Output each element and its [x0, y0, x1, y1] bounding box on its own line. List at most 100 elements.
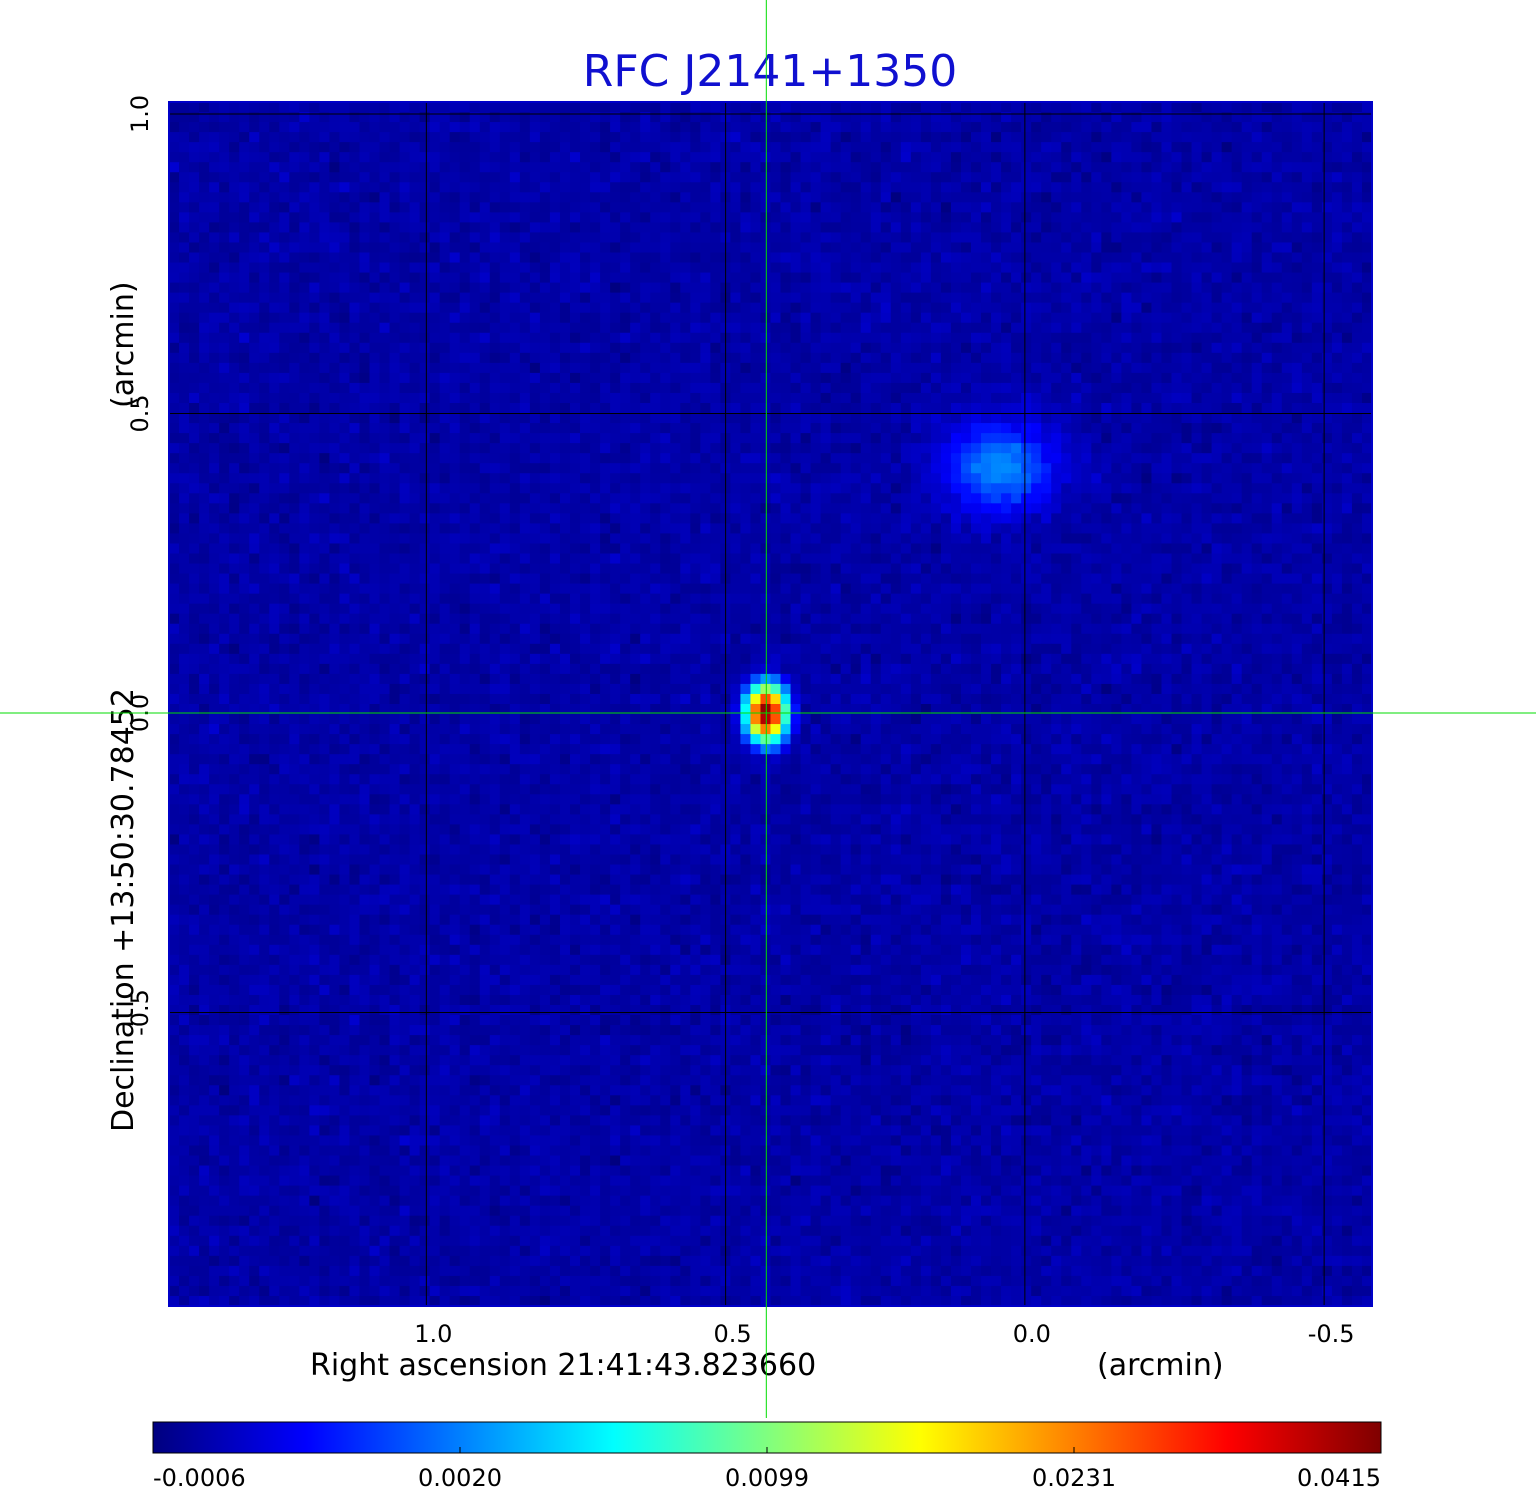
heatmap-pixel: [169, 282, 180, 294]
heatmap-pixel: [189, 473, 200, 484]
heatmap-pixel: [1001, 312, 1012, 324]
heatmap-pixel: [1301, 142, 1313, 153]
heatmap-pixel: [439, 312, 451, 324]
heatmap-pixel: [299, 222, 310, 234]
heatmap-pixel: [670, 132, 681, 143]
heatmap-pixel: [289, 483, 300, 494]
heatmap-pixel: [519, 242, 531, 254]
heatmap-pixel: [1011, 413, 1022, 424]
heatmap-pixel: [600, 493, 611, 504]
heatmap-pixel: [820, 172, 832, 183]
heatmap-pixel: [1091, 262, 1102, 274]
heatmap-pixel: [790, 413, 802, 424]
heatmap-pixel: [1351, 433, 1363, 444]
heatmap-pixel: [910, 423, 922, 434]
heatmap-pixel: [850, 252, 862, 264]
heatmap-pixel: [740, 232, 752, 244]
heatmap-pixel: [269, 473, 280, 484]
heatmap-pixel: [379, 392, 391, 404]
heatmap-pixel: [650, 232, 661, 244]
heatmap-pixel: [971, 132, 982, 143]
heatmap-pixel: [1341, 392, 1353, 404]
heatmap-pixel: [650, 292, 661, 304]
heatmap-pixel: [1161, 443, 1173, 454]
heatmap-pixel: [309, 342, 320, 354]
heatmap-pixel: [1341, 403, 1353, 414]
heatmap-pixel: [710, 493, 721, 504]
heatmap-pixel: [479, 483, 491, 494]
heatmap-pixel: [1311, 112, 1323, 123]
heatmap-pixel: [259, 232, 270, 244]
heatmap-pixel: [379, 262, 391, 274]
heatmap-pixel: [910, 473, 922, 484]
heatmap-pixel: [630, 433, 641, 444]
heatmap-pixel: [910, 272, 922, 284]
heatmap-pixel: [459, 322, 471, 334]
heatmap-pixel: [1191, 473, 1203, 484]
heatmap-pixel: [1151, 352, 1163, 364]
heatmap-pixel: [399, 443, 411, 454]
heatmap-pixel: [910, 152, 922, 163]
heatmap-pixel: [289, 403, 300, 414]
heatmap-pixel: [239, 483, 250, 494]
heatmap-pixel: [409, 423, 421, 434]
heatmap-pixel: [409, 503, 421, 514]
heatmap-pixel: [790, 302, 802, 314]
heatmap-pixel: [439, 473, 451, 484]
heatmap-pixel: [299, 382, 310, 394]
heatmap-pixel: [319, 302, 331, 314]
heatmap-pixel: [429, 352, 441, 364]
heatmap-pixel: [1111, 162, 1122, 173]
heatmap-pixel: [991, 392, 1002, 404]
heatmap-pixel: [780, 423, 792, 434]
heatmap-pixel: [770, 372, 782, 384]
heatmap-pixel: [660, 513, 671, 524]
heatmap-pixel: [1171, 503, 1183, 514]
heatmap-pixel: [1351, 142, 1363, 153]
heatmap-pixel: [590, 352, 601, 364]
heatmap-pixel: [1261, 463, 1273, 474]
heatmap-pixel: [1211, 302, 1223, 314]
heatmap-pixel: [399, 282, 411, 294]
heatmap-pixel: [981, 493, 992, 504]
heatmap-pixel: [259, 352, 270, 364]
heatmap-pixel: [610, 423, 621, 434]
heatmap-pixel: [479, 292, 491, 304]
heatmap-pixel: [790, 382, 802, 394]
heatmap-pixel: [1111, 172, 1122, 183]
heatmap-pixel: [199, 433, 210, 444]
heatmap-pixel: [1041, 282, 1052, 294]
heatmap-pixel: [1201, 132, 1213, 143]
heatmap-pixel: [850, 453, 862, 464]
heatmap-pixel: [1171, 102, 1183, 113]
heatmap-pixel: [1211, 192, 1223, 203]
heatmap-pixel: [700, 322, 711, 334]
heatmap-pixel: [750, 172, 762, 183]
heatmap-pixel: [259, 473, 270, 484]
heatmap-pixel: [850, 132, 862, 143]
heatmap-pixel: [459, 493, 471, 504]
heatmap-pixel: [620, 252, 631, 264]
heatmap-pixel: [620, 122, 631, 133]
heatmap-pixel: [1331, 182, 1343, 193]
heatmap-pixel: [1031, 493, 1042, 504]
heatmap-pixel: [1031, 172, 1042, 183]
heatmap-pixel: [1071, 493, 1082, 504]
heatmap-pixel: [690, 382, 701, 394]
heatmap-pixel: [409, 433, 421, 444]
heatmap-pixel: [950, 473, 962, 484]
heatmap-pixel: [590, 483, 601, 494]
heatmap-pixel: [1271, 102, 1283, 113]
heatmap-pixel: [650, 312, 661, 324]
heatmap-pixel: [259, 252, 270, 264]
heatmap-pixel: [1191, 192, 1203, 203]
heatmap-pixel: [1361, 152, 1373, 163]
heatmap-pixel: [1051, 262, 1062, 274]
heatmap-pixel: [249, 493, 260, 504]
heatmap-pixel: [1291, 162, 1303, 173]
heatmap-pixel: [399, 372, 411, 384]
heatmap-pixel: [219, 463, 230, 474]
heatmap-pixel: [1161, 312, 1173, 324]
heatmap-pixel: [1341, 142, 1353, 153]
heatmap-pixel: [870, 182, 882, 193]
